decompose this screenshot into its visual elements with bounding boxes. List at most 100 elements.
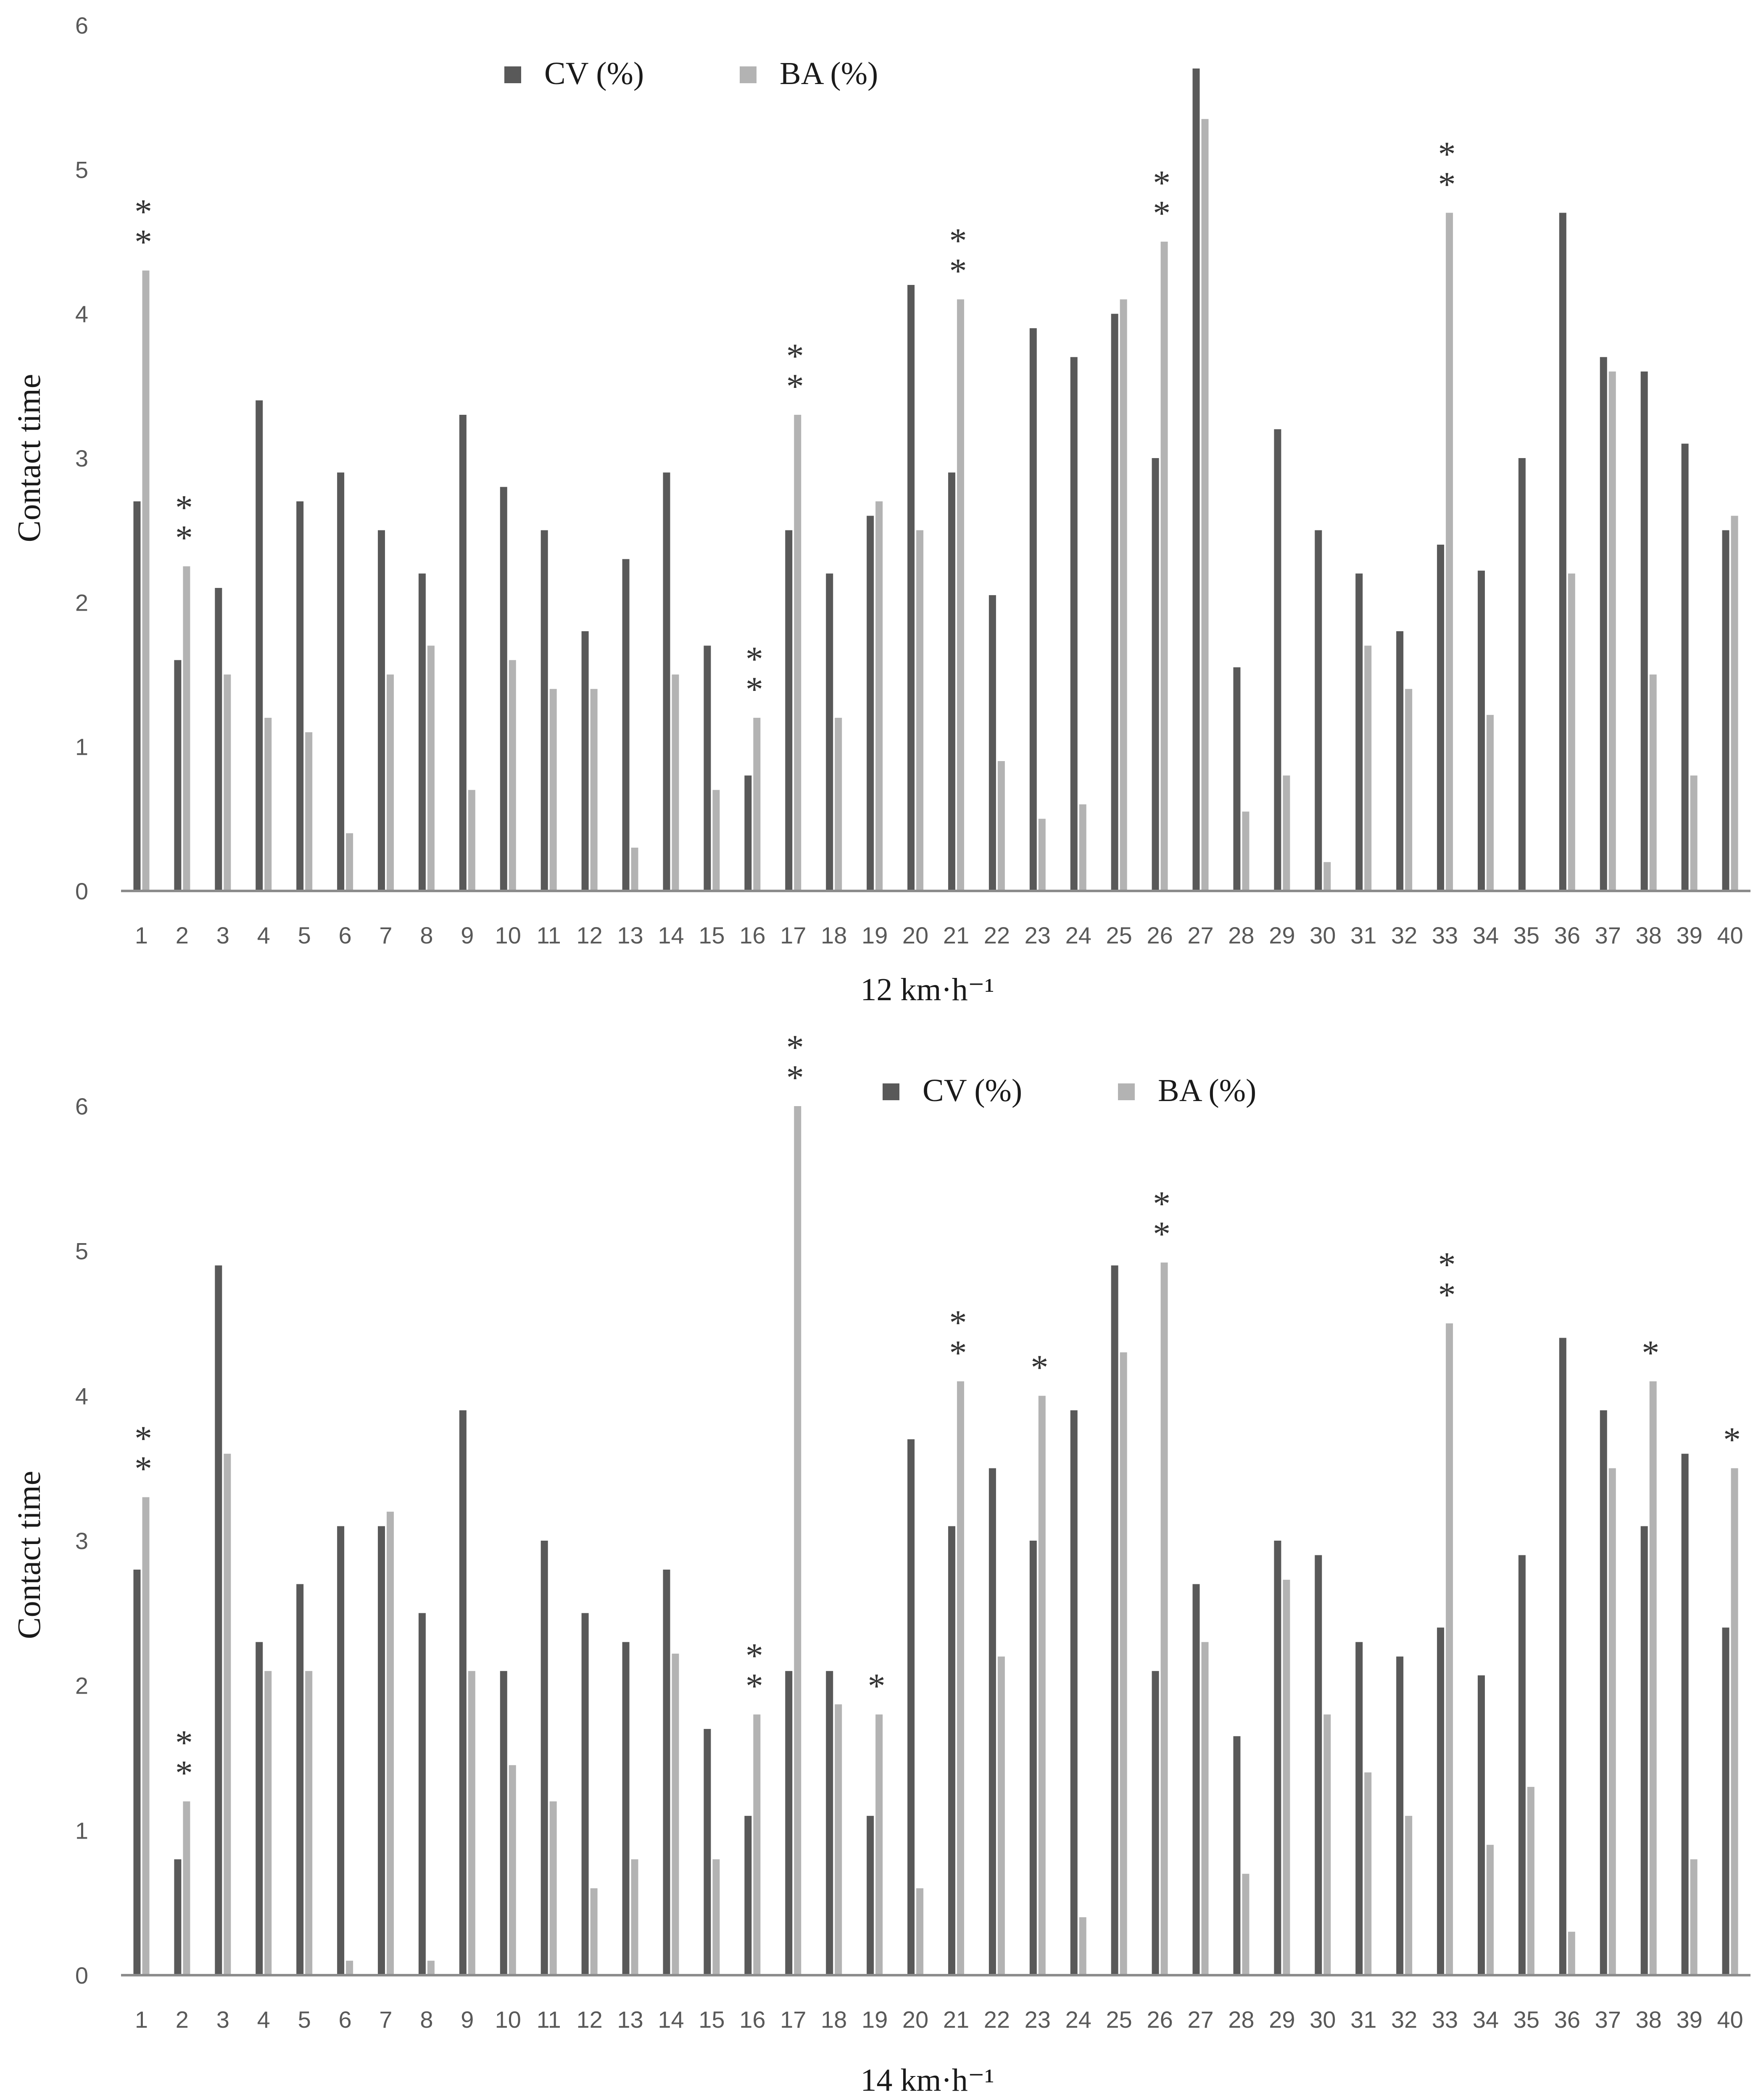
- x-tick-label: 18: [821, 2006, 847, 2033]
- bar-cv: [1233, 1736, 1241, 1975]
- bar-cv: [1437, 1627, 1445, 1975]
- bar-cv: [1600, 1410, 1607, 1975]
- bar-cv: [1477, 570, 1485, 891]
- x-tick-label: 5: [298, 2006, 311, 2033]
- bar-ba: [590, 689, 598, 891]
- x-tick-label: 33: [1432, 922, 1458, 949]
- x-tick-label: 17: [780, 2006, 806, 2033]
- legend-swatch: [740, 66, 757, 83]
- x-tick-label: 8: [420, 922, 433, 949]
- bar-cv: [1355, 1642, 1363, 1975]
- bar-ba: [672, 675, 679, 891]
- bar-cv: [1559, 1338, 1566, 1975]
- significance-annotation: *: [868, 1667, 886, 1706]
- y-tick-label: 4: [75, 301, 88, 327]
- x-tick-label: 18: [821, 922, 847, 949]
- x-tick-label: 33: [1432, 2006, 1458, 2033]
- x-tick-label: 38: [1636, 922, 1662, 949]
- bar-cv: [744, 1815, 752, 1975]
- bar-ba: [1201, 119, 1209, 891]
- bar-ba: [549, 689, 557, 891]
- bar-ba: [1731, 1468, 1738, 1975]
- x-tick-label: 25: [1106, 2006, 1132, 2033]
- y-tick-label: 0: [75, 1962, 88, 1989]
- significance-annotation: * *: [1153, 163, 1170, 233]
- bar-cv: [1559, 213, 1566, 891]
- bar-cv: [174, 1859, 182, 1975]
- y-tick-label: 0: [75, 878, 88, 904]
- bar-ba: [875, 1714, 883, 1975]
- bar-ba: [427, 1960, 435, 1975]
- x-tick-label: 29: [1269, 2006, 1295, 2033]
- bar-cv: [1192, 1584, 1200, 1975]
- significance-annotation: *: [1031, 1348, 1048, 1387]
- bar-cv: [500, 1671, 507, 1975]
- bar-cv: [1152, 458, 1159, 891]
- bar-ba: [1364, 646, 1372, 891]
- bar-cv: [1681, 1454, 1689, 1975]
- bar-ba: [1242, 1873, 1250, 1975]
- bar-cv: [1640, 1526, 1648, 1975]
- bar-cv: [1315, 530, 1322, 891]
- bar-ba: [631, 1859, 638, 1975]
- significance-annotation: * *: [134, 1419, 152, 1489]
- x-tick-label: 31: [1350, 2006, 1376, 2033]
- bar-ba: [753, 718, 761, 891]
- x-tick-label: 32: [1391, 922, 1417, 949]
- x-tick-label: 13: [617, 2006, 643, 2033]
- bar-cv: [1070, 357, 1078, 891]
- bar-cv: [867, 1815, 874, 1975]
- bar-cv: [418, 1613, 426, 1975]
- bar-cv: [256, 400, 263, 891]
- x-tick-label: 35: [1513, 2006, 1540, 2033]
- bar-cv: [1070, 1410, 1078, 1975]
- x-tick-label: 32: [1391, 2006, 1417, 2033]
- bar-ba: [1120, 299, 1127, 891]
- bar-cv: [296, 501, 304, 891]
- bar-cv: [1029, 328, 1037, 891]
- bar-cv: [663, 1569, 670, 1975]
- x-tick-label: 16: [739, 2006, 765, 2033]
- bar-ba: [1446, 213, 1453, 891]
- bar-ba: [1323, 862, 1331, 891]
- significance-annotation: * *: [1438, 1245, 1456, 1315]
- bar-cv: [256, 1642, 263, 1975]
- x-tick-label: 39: [1676, 2006, 1702, 2033]
- bar-cv: [622, 559, 630, 891]
- bar-cv: [296, 1584, 304, 1975]
- bar-ba: [346, 1960, 353, 1975]
- bar-ba: [509, 1765, 516, 1975]
- bar-cv: [1233, 667, 1241, 891]
- legend-label: BA (%): [1158, 1073, 1256, 1108]
- x-tick-label: 37: [1595, 2006, 1621, 2033]
- bar-ba: [1568, 573, 1575, 891]
- bar-ba: [1323, 1714, 1331, 1975]
- bar-ba: [875, 501, 883, 891]
- bar-ba: [1120, 1352, 1127, 1975]
- x-tick-label: 23: [1025, 922, 1051, 949]
- bar-ba: [346, 833, 353, 891]
- x-tick-label: 1: [135, 2006, 148, 2033]
- significance-annotation: *: [1723, 1420, 1741, 1460]
- bar-ba: [1038, 819, 1046, 891]
- x-tick-label: 40: [1717, 922, 1743, 949]
- x-tick-label: 21: [943, 922, 969, 949]
- bar-ba: [1568, 1931, 1575, 1975]
- bar-cv: [540, 530, 548, 891]
- x-tick-label: 40: [1717, 2006, 1743, 2033]
- x-tick-label: 36: [1554, 922, 1580, 949]
- bar-cv: [704, 646, 711, 891]
- x-axis-label: 12 km·h⁻¹: [860, 972, 994, 1007]
- bar-cv: [1355, 573, 1363, 891]
- bar-ba: [835, 718, 842, 891]
- x-tick-label: 12: [576, 922, 602, 949]
- x-tick-label: 11: [537, 922, 561, 949]
- bar-ba: [224, 675, 231, 891]
- bar-ba: [1405, 1815, 1413, 1975]
- x-tick-label: 5: [298, 922, 311, 949]
- y-tick-label: 2: [75, 589, 88, 616]
- x-tick-label: 6: [339, 2006, 352, 2033]
- x-tick-label: 30: [1310, 2006, 1336, 2033]
- x-tick-label: 28: [1228, 2006, 1254, 2033]
